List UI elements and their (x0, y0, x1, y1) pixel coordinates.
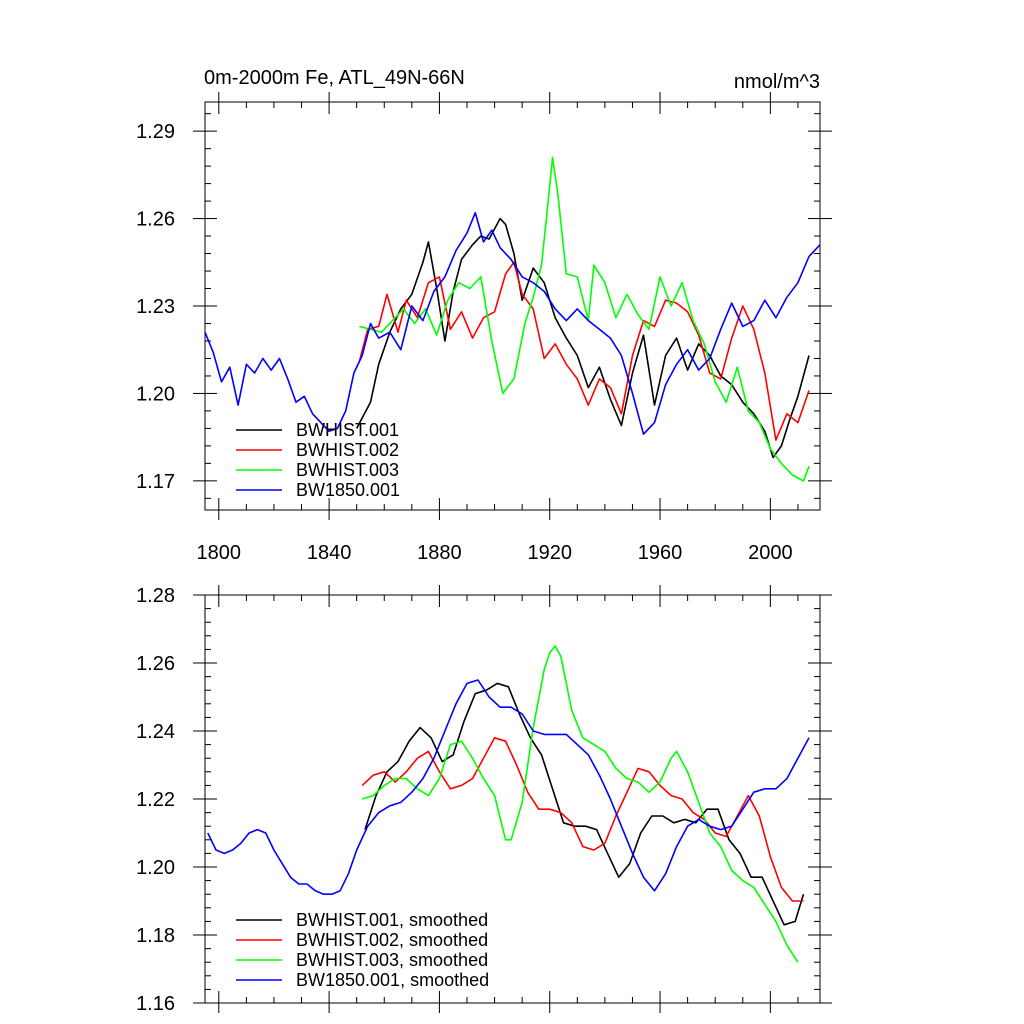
top-chart-units: nmol/m^3 (734, 71, 820, 93)
y-tick-label: 1.29 (136, 121, 175, 143)
y-tick-label: 1.26 (136, 209, 175, 231)
y-tick-label: 1.24 (136, 721, 175, 743)
y-tick-label: 1.16 (136, 993, 175, 1015)
top-x-axis: 1800 1840 1880 1920 1960 2000 (197, 92, 799, 564)
y-tick-label: 1.22 (136, 789, 175, 811)
legend-label: BW1850.001, smoothed (296, 970, 489, 990)
y-tick-label: 1.17 (136, 471, 175, 493)
y-tick-label: 1.18 (136, 925, 175, 947)
legend-label: BWHIST.001, smoothed (296, 910, 488, 930)
x-tick-label: 1920 (527, 542, 572, 564)
bottom-x-axis (218, 585, 799, 1013)
series-line (359, 156, 810, 482)
series-line (355, 217, 810, 459)
y-tick-label: 1.20 (136, 383, 175, 405)
bottom-y-axis: 1.16 1.18 1.20 1.22 1.24 1.26 1.28 (136, 585, 832, 1015)
legend-label: BWHIST.003 (296, 460, 399, 480)
series-line (204, 211, 821, 436)
series-line (361, 645, 799, 963)
series-line (364, 682, 805, 926)
legend-label: BWHIST.003, smoothed (296, 950, 488, 970)
x-tick-label: 1840 (307, 542, 352, 564)
y-tick-label: 1.23 (136, 296, 175, 318)
x-tick-label: 1960 (638, 542, 683, 564)
y-tick-label: 1.26 (136, 653, 175, 675)
legend-label: BWHIST.002, smoothed (296, 930, 488, 950)
legend-label: BW1850.001 (296, 480, 400, 500)
x-tick-label: 1800 (197, 542, 242, 564)
top-y-axis: 1.17 1.20 1.23 1.26 1.29 (136, 113, 832, 499)
bottom-series-group (207, 645, 810, 963)
series-line (207, 679, 810, 896)
top-panel: 0m-2000m Fe, ATL_49N-66N nmol/m^3 1800 18… (136, 67, 832, 564)
y-tick-label: 1.20 (136, 857, 175, 879)
legend-label: BWHIST.002 (296, 440, 399, 460)
top-series-group (204, 156, 821, 482)
legend-label: BWHIST.001 (296, 420, 399, 440)
y-tick-label: 1.28 (136, 585, 175, 607)
series-line (358, 261, 810, 441)
bottom-panel: 1.16 1.18 1.20 1.22 1.24 1.26 1.28 BWHIST.001,… (136, 585, 832, 1015)
x-tick-label: 2000 (748, 542, 793, 564)
series-line (361, 736, 804, 902)
x-tick-label: 1880 (417, 542, 462, 564)
top-chart-title: 0m-2000m Fe, ATL_49N-66N (204, 67, 465, 89)
